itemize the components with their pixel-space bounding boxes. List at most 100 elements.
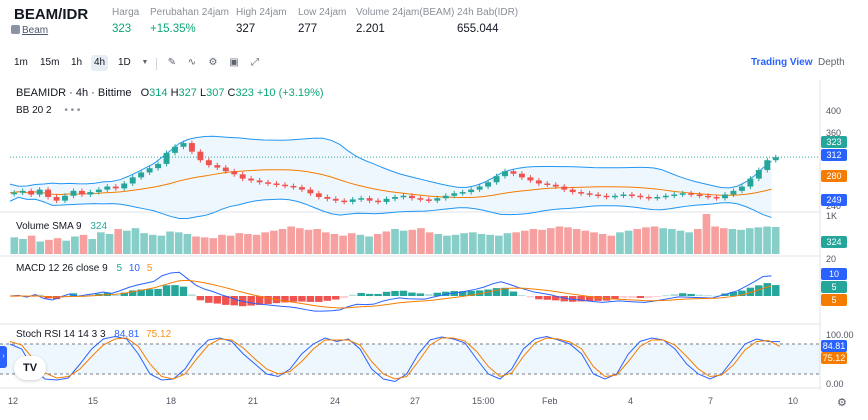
candle-body (400, 195, 407, 198)
candle-body (586, 193, 593, 195)
candle-body (485, 182, 492, 187)
interval-1d[interactable]: 1D (118, 57, 131, 68)
macd-histogram-bar (357, 293, 365, 296)
candle-body (578, 192, 585, 194)
macd-histogram-bar (763, 283, 772, 296)
macd-histogram-bar (687, 293, 695, 296)
volume-bar (771, 227, 780, 254)
price-tick: 400 (826, 106, 842, 116)
candle-body (544, 183, 551, 185)
volume-bar (417, 228, 425, 254)
macd-histogram-bar (653, 296, 662, 297)
time-tick: Feb (542, 396, 558, 406)
macd-histogram-bar (298, 296, 306, 302)
volume-bar (477, 234, 486, 254)
candle-body (468, 189, 475, 193)
candle-body (62, 195, 68, 201)
interval-4h[interactable]: 4h (91, 55, 109, 71)
macd-histogram-bar (611, 296, 619, 300)
indicators-icon[interactable]: ∿ (187, 57, 197, 68)
macd-signal-line (9, 279, 772, 309)
volume-bar (425, 232, 434, 254)
candle-body (645, 196, 652, 199)
volume-bar (607, 235, 616, 254)
tradingview-logo[interactable]: TV (14, 356, 46, 380)
trading-view-tab[interactable]: Trading View (751, 57, 813, 68)
volume-bar (166, 231, 174, 254)
more-options-icon[interactable]: • • • (64, 105, 81, 116)
volume-label: Volume SMA 9 (16, 221, 82, 232)
macd-histogram-bar (222, 296, 230, 305)
candle-body (104, 186, 111, 190)
volume-bar (650, 226, 659, 254)
candle-body (755, 170, 762, 179)
candle-body (307, 189, 314, 194)
candle-body (620, 194, 627, 197)
volume-bar (373, 234, 382, 254)
macd-histogram-bar (695, 294, 704, 296)
macd-signal-value: 5 (146, 263, 153, 274)
macd-histogram-bar (746, 287, 755, 296)
time-tick: 27 (410, 396, 421, 406)
interval-1m[interactable]: 1m (14, 57, 28, 68)
candle-body (434, 198, 441, 201)
candle-body (197, 151, 204, 161)
volume-bar (304, 229, 313, 254)
volume-bar (235, 233, 244, 254)
macd-signal-tag: 5 (821, 294, 847, 306)
volume-bar (555, 226, 564, 254)
interval-1h[interactable]: 1h (71, 57, 83, 68)
volume-bar (287, 226, 296, 254)
candle-body (637, 195, 644, 198)
macd-histogram-bar (518, 295, 526, 297)
candle-body (713, 196, 720, 199)
coin-link[interactable]: Beam (22, 25, 49, 36)
depth-tab[interactable]: Depth (818, 57, 845, 68)
volume-bar (624, 230, 633, 254)
close-value: 323 (235, 87, 254, 99)
candle-body (180, 143, 187, 147)
volume-bar (434, 234, 443, 254)
candle-body (595, 194, 602, 197)
fullscreen-icon[interactable]: ⤢ (251, 57, 259, 68)
macd-histogram-bar (442, 291, 450, 296)
macd-histogram-bar (391, 290, 399, 296)
candle-body (155, 163, 162, 169)
volume-bar (529, 229, 538, 254)
gear-icon[interactable]: ⚙ (208, 57, 218, 68)
macd-histogram-bar (145, 289, 154, 296)
time-tick: 7 (708, 396, 714, 406)
macd-histogram-bar (552, 296, 560, 301)
settings-gear-icon[interactable]: ⚙ (837, 397, 847, 409)
macd-histogram-bar (729, 291, 738, 296)
macd-histogram-bar (348, 294, 357, 296)
price-tick: 240 (826, 201, 842, 211)
volume-bar (252, 234, 261, 254)
bb-upper-line (9, 135, 772, 189)
candle-body (239, 174, 246, 179)
sidebar-toggle-handle[interactable]: › (0, 346, 7, 368)
pencil-icon[interactable]: ✎ (167, 57, 177, 68)
macd-histogram-bar (636, 296, 645, 299)
save-icon[interactable]: ▣ (229, 57, 239, 68)
volume-bar (494, 235, 503, 254)
volume-bar (45, 239, 53, 254)
stoch-band (0, 344, 820, 374)
volume-value: 324 (90, 221, 108, 232)
stat-3: Low 24jam 277 (298, 7, 346, 35)
macd-histogram-bar (230, 296, 238, 306)
bb-basis-line (9, 169, 772, 199)
candle-body (95, 189, 102, 193)
volume-bar (330, 234, 339, 254)
candle-body (11, 192, 18, 195)
chevron-down-icon[interactable]: ▼ (141, 59, 149, 66)
candle-body (679, 193, 686, 195)
low-value: 307 (206, 87, 225, 99)
macd-histogram-bar (408, 292, 416, 296)
interval-15m[interactable]: 15m (40, 57, 60, 68)
macd-histogram-bar (365, 293, 374, 296)
bb-upper-tag: 312 (821, 149, 847, 161)
volume-bar (122, 230, 131, 254)
candle-body (214, 165, 221, 168)
